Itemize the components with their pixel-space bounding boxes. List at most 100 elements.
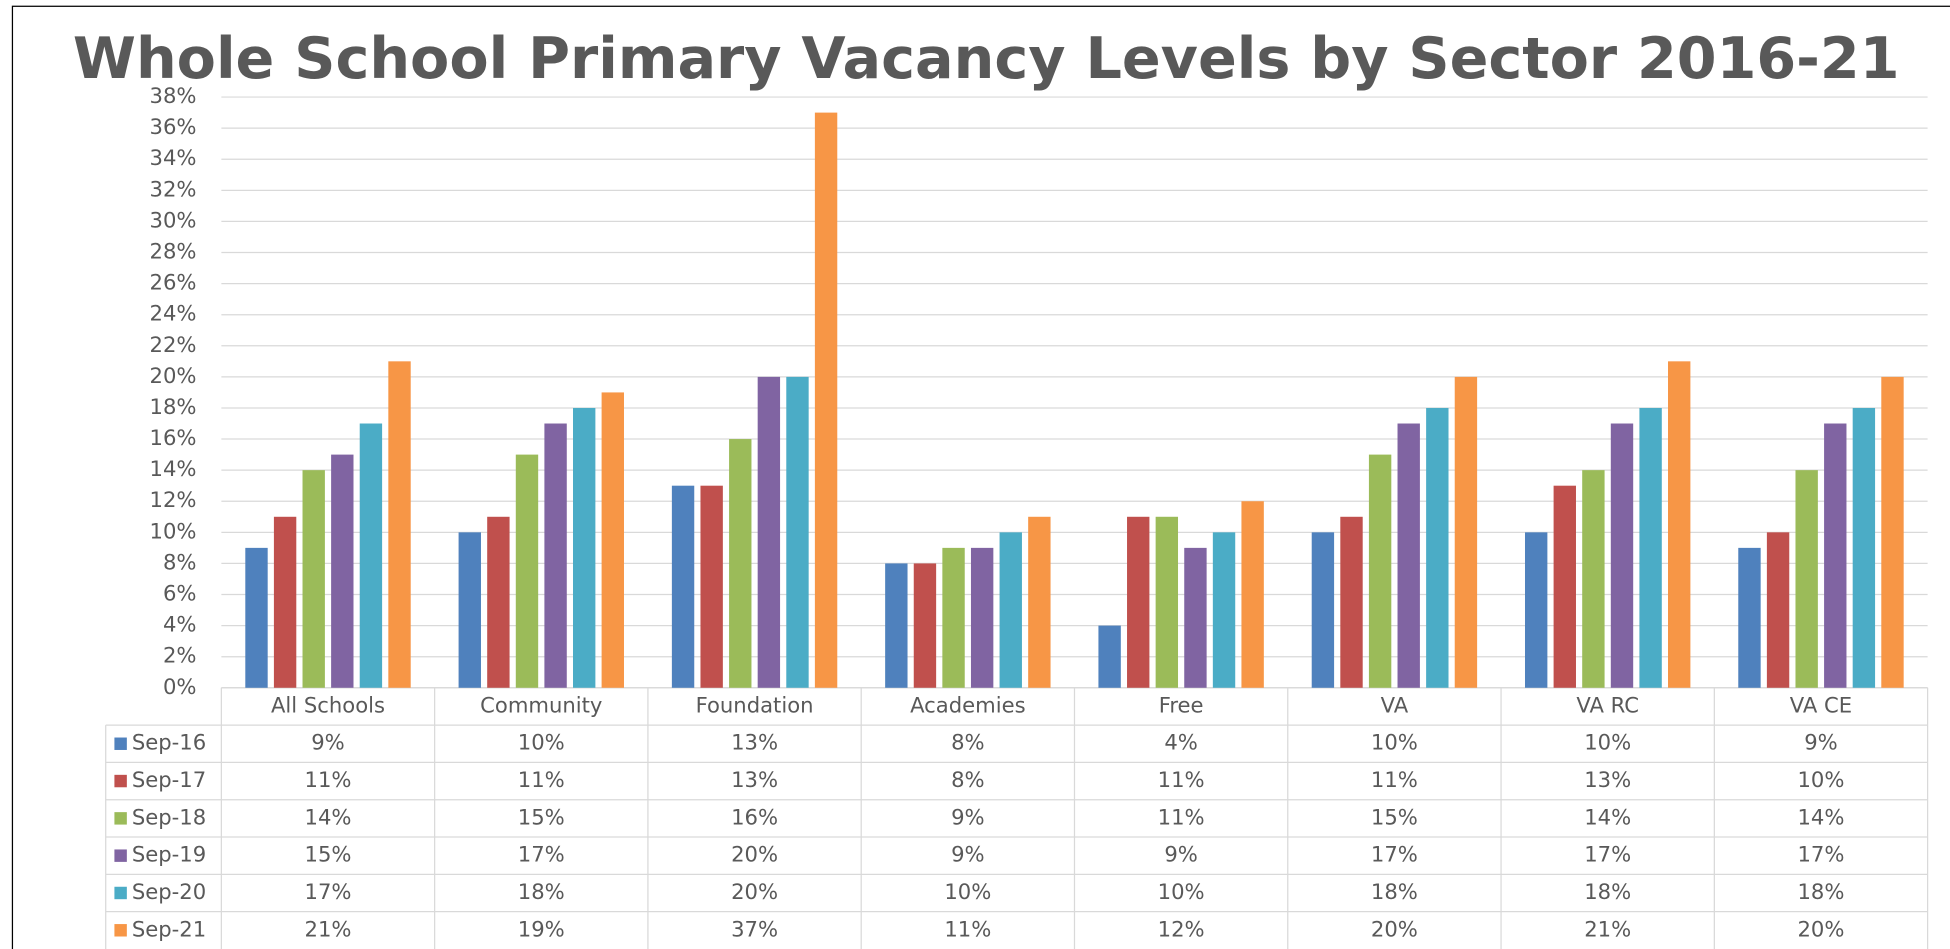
y-tick-label: 38%	[150, 83, 197, 108]
data-label: 10%	[518, 730, 565, 755]
data-label: 37%	[731, 916, 778, 941]
bar	[671, 485, 695, 688]
y-tick-label: 16%	[150, 425, 197, 450]
data-label: 20%	[731, 879, 778, 904]
bar	[729, 439, 752, 688]
y-tick-label: 0%	[163, 674, 197, 699]
data-label: 17%	[305, 879, 352, 904]
y-tick-label: 2%	[163, 643, 197, 668]
data-label: 20%	[1371, 916, 1418, 941]
bar	[1824, 423, 1847, 688]
bar	[1668, 361, 1691, 688]
data-label: 18%	[1797, 879, 1844, 904]
x-tick-label: VA CE	[1790, 692, 1852, 717]
data-label: 10%	[944, 879, 991, 904]
bar	[786, 376, 809, 688]
bar	[757, 376, 781, 688]
data-label: 17%	[1797, 842, 1844, 867]
data-label: 17%	[1371, 842, 1418, 867]
bar	[487, 516, 510, 688]
bar	[1610, 423, 1634, 688]
chart-title: Whole School Primary Vacancy Levels by S…	[73, 26, 1900, 92]
bar	[700, 485, 723, 688]
y-tick-label: 32%	[150, 176, 197, 201]
bar	[1738, 547, 1761, 688]
data-label: 11%	[1158, 767, 1205, 792]
data-label: 20%	[1797, 916, 1844, 941]
data-label: 9%	[951, 804, 985, 829]
data-label: 19%	[518, 916, 565, 941]
bar	[1426, 407, 1449, 688]
data-label: 4%	[1164, 730, 1198, 755]
bar	[1098, 625, 1121, 688]
bar	[913, 563, 937, 688]
bar	[388, 361, 411, 688]
bar	[1553, 485, 1576, 688]
bar	[245, 547, 268, 688]
data-label: 18%	[518, 879, 565, 904]
bar	[601, 392, 624, 688]
y-tick-label: 24%	[150, 301, 197, 326]
data-label: 12%	[1158, 916, 1205, 941]
bar	[544, 423, 567, 688]
data-label: 16%	[731, 804, 778, 829]
data-label: 9%	[311, 730, 345, 755]
bar	[1639, 407, 1662, 688]
data-label: 18%	[1371, 879, 1418, 904]
legend-label: Sep-19	[132, 842, 206, 867]
y-tick-label: 34%	[150, 145, 197, 170]
bar	[1028, 516, 1051, 688]
data-label: 20%	[731, 842, 778, 867]
data-label: 9%	[951, 842, 985, 867]
x-tick-label: Foundation	[696, 692, 814, 717]
bar	[1340, 516, 1363, 688]
x-tick-label: Free	[1159, 692, 1204, 717]
y-tick-label: 4%	[163, 612, 197, 637]
data-label: 21%	[1584, 916, 1631, 941]
y-tick-label: 8%	[163, 549, 197, 574]
bar	[1184, 547, 1207, 688]
x-tick-label: VA RC	[1576, 692, 1639, 717]
bar	[302, 470, 325, 688]
bar	[331, 454, 354, 688]
y-tick-label: 12%	[150, 487, 197, 512]
bar	[1582, 470, 1605, 688]
bar	[572, 407, 596, 688]
data-label: 11%	[944, 916, 991, 941]
y-tick-label: 10%	[150, 518, 197, 543]
data-label: 13%	[1584, 767, 1631, 792]
bar	[1852, 407, 1876, 688]
data-label: 14%	[1797, 804, 1844, 829]
y-tick-label: 28%	[150, 239, 197, 264]
legend-swatch	[114, 849, 127, 862]
legend-label: Sep-20	[132, 879, 206, 904]
data-label: 17%	[1584, 842, 1631, 867]
data-label: 15%	[518, 804, 565, 829]
bar	[1241, 501, 1264, 688]
x-tick-label: Community	[480, 692, 602, 717]
legend-swatch	[114, 924, 127, 937]
bar	[1766, 532, 1790, 688]
bar	[1881, 376, 1904, 688]
bar	[814, 112, 838, 688]
chart-border	[11, 5, 1950, 949]
data-label: 10%	[1797, 767, 1844, 792]
data-label: 15%	[1371, 804, 1418, 829]
bar	[1524, 532, 1548, 688]
bar	[1127, 516, 1150, 688]
legend-label: Sep-21	[132, 916, 206, 941]
y-tick-label: 26%	[150, 270, 197, 295]
legend-swatch	[114, 886, 127, 900]
bar	[1795, 470, 1818, 688]
bar	[1155, 516, 1179, 688]
legend-label: Sep-17	[132, 767, 206, 792]
bar	[942, 547, 965, 688]
bar	[515, 454, 539, 688]
x-tick-label: Academies	[910, 692, 1026, 717]
data-label: 14%	[1584, 804, 1631, 829]
x-tick-label: All Schools	[271, 692, 385, 717]
data-label: 9%	[1804, 730, 1838, 755]
data-label: 11%	[1158, 804, 1205, 829]
